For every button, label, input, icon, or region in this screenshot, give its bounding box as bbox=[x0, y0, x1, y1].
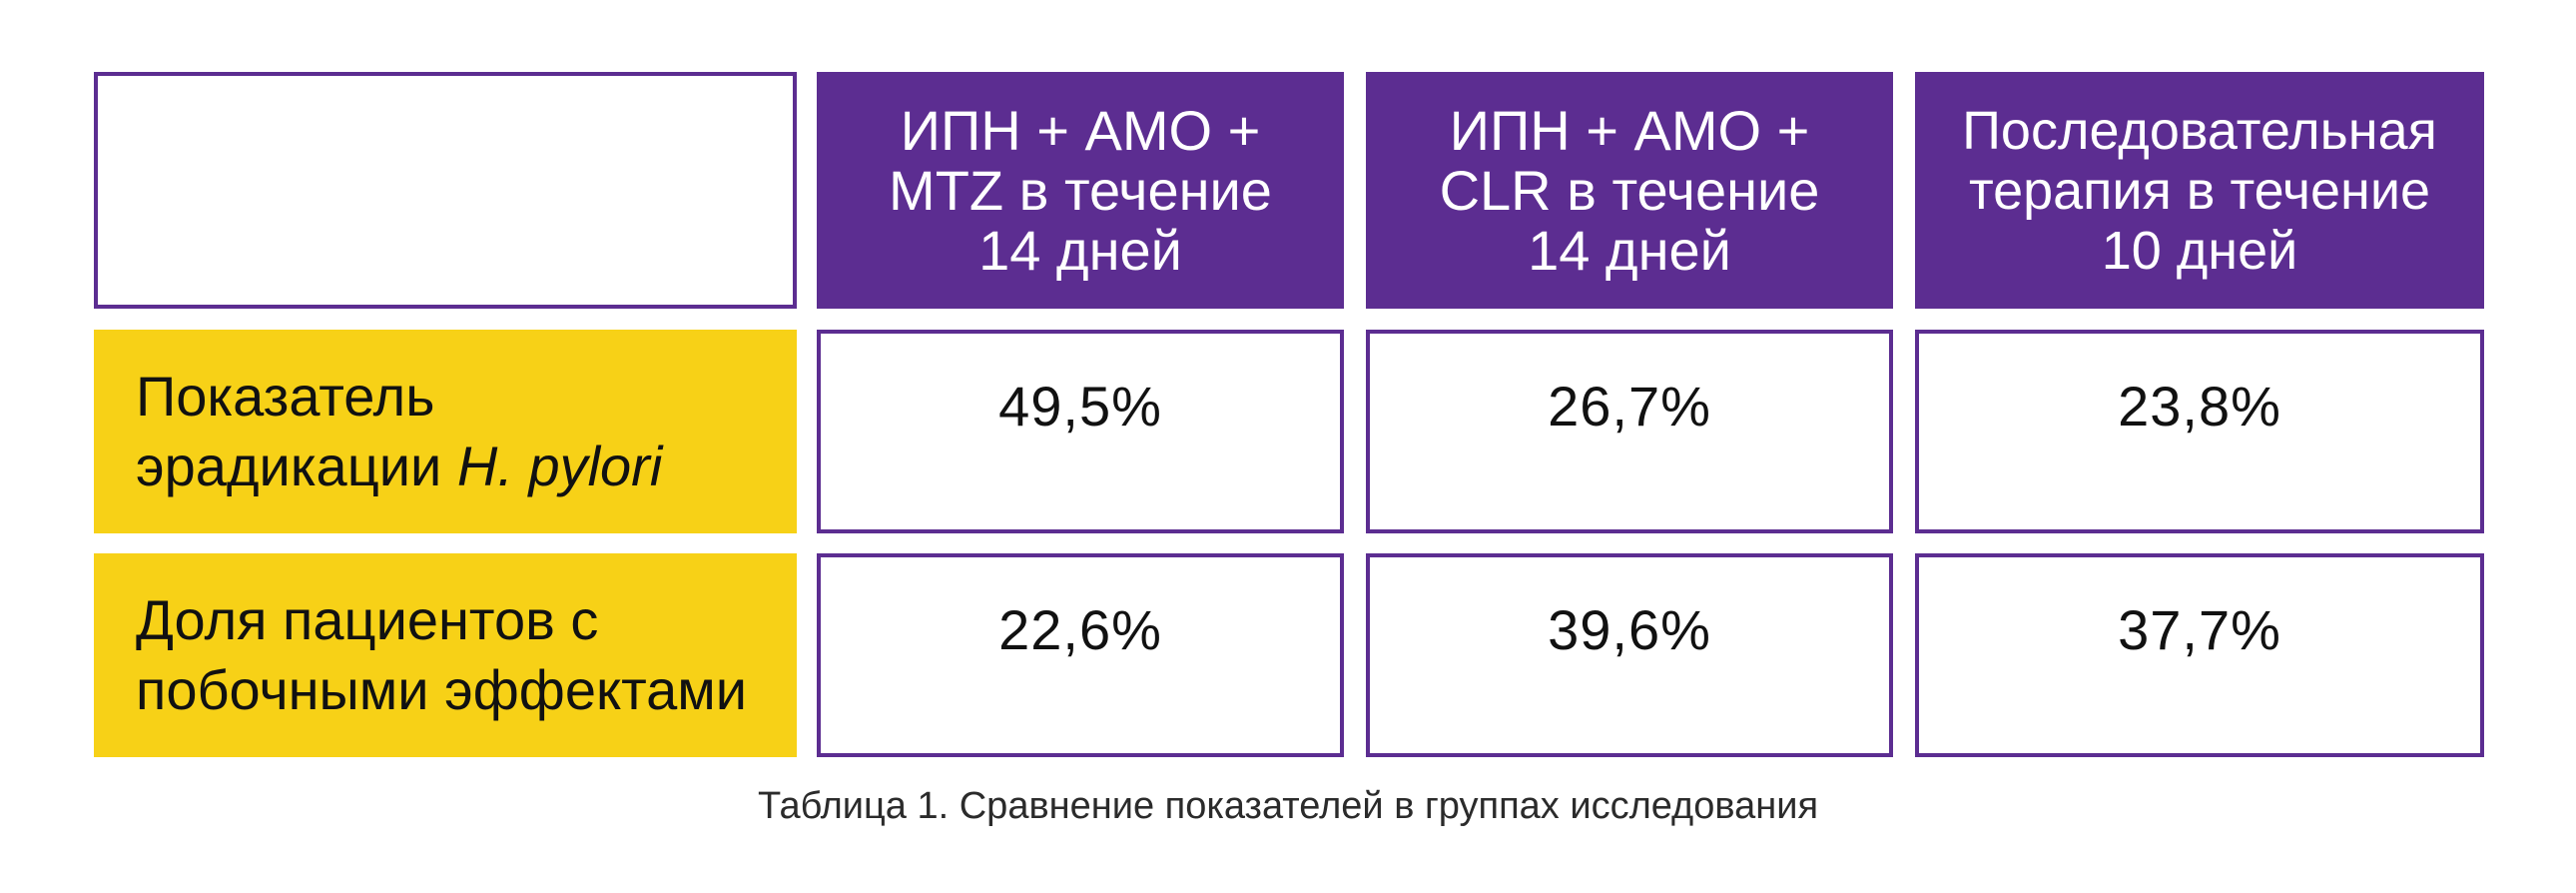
row-label-text: эрадикации bbox=[136, 435, 457, 497]
table-corner-empty bbox=[94, 72, 797, 309]
column-header-label: Последовательная терапия в течение 10 дн… bbox=[1962, 100, 2437, 281]
table-cell: 37,7% bbox=[1915, 553, 2484, 757]
row-label-line: Показатель bbox=[136, 365, 435, 428]
row-label-side-effects: Доля пациентов с побочными эффектами bbox=[94, 553, 797, 757]
column-header-label: ИПН + АМО + MTZ в течение 14 дней bbox=[889, 98, 1272, 282]
column-header-ipn-amo-mtz: ИПН + АМО + MTZ в течение 14 дней bbox=[817, 72, 1344, 309]
row-label-line: побочными эффектами bbox=[136, 658, 748, 721]
column-header-ipn-amo-clr: ИПН + АМО + CLR в течение 14 дней bbox=[1366, 72, 1893, 309]
row-label-eradication-rate: Показатель эрадикации H. pylori bbox=[94, 330, 797, 533]
table-caption: Таблица 1. Сравнение показателей в групп… bbox=[757, 785, 1819, 827]
table-cell: 49,5% bbox=[817, 330, 1344, 533]
column-header-sequential-therapy: Последовательная терапия в течение 10 дн… bbox=[1915, 72, 2484, 309]
column-header-label: ИПН + АМО + CLR в течение 14 дней bbox=[1439, 98, 1820, 282]
table-cell: 22,6% bbox=[817, 553, 1344, 757]
row-label-line: эрадикации H. pylori bbox=[136, 432, 797, 501]
table-cell: 26,7% bbox=[1366, 330, 1893, 533]
row-label-italic-text: H. pylori bbox=[456, 435, 663, 497]
table-cell: 23,8% bbox=[1915, 330, 2484, 533]
row-label-line: Доля пациентов с bbox=[136, 588, 599, 651]
table-cell: 39,6% bbox=[1366, 553, 1893, 757]
